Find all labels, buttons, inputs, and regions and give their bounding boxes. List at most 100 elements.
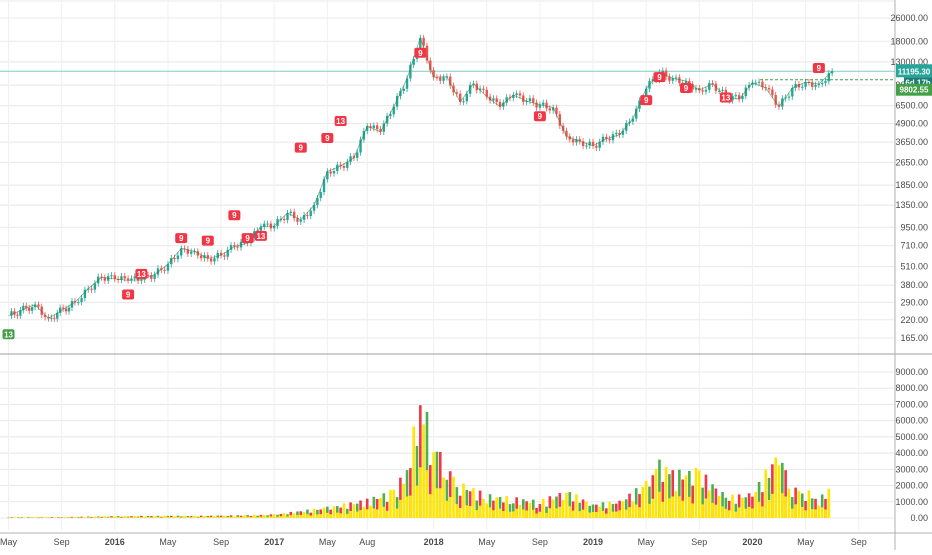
volume-bar-base bbox=[595, 512, 598, 518]
volume-bar-base bbox=[745, 509, 748, 518]
volume-bar-base bbox=[492, 510, 495, 518]
price-tick-label: 3650.00 bbox=[895, 137, 928, 147]
volume-bar bbox=[253, 515, 256, 518]
candle-body bbox=[266, 224, 268, 225]
candle-body bbox=[768, 88, 770, 89]
volume-bar-base bbox=[715, 505, 718, 518]
volume-bar bbox=[585, 502, 588, 518]
volume-bar-base bbox=[499, 509, 502, 518]
volume-bar bbox=[632, 501, 635, 518]
volume-bar-base bbox=[97, 517, 100, 518]
volume-bar bbox=[622, 501, 625, 518]
candle-body bbox=[163, 270, 165, 271]
candle-body bbox=[53, 318, 55, 319]
volume-bar-base bbox=[728, 510, 731, 518]
candle-body bbox=[662, 71, 664, 73]
volume-bar bbox=[698, 470, 701, 518]
volume-bar-base bbox=[150, 517, 153, 518]
candle-body bbox=[515, 93, 517, 95]
time-tick-label: May bbox=[478, 537, 496, 547]
volume-bar bbox=[685, 475, 688, 518]
volume-bar-base bbox=[226, 517, 229, 518]
td-marker-label: 13 bbox=[721, 93, 730, 102]
volume-bar bbox=[764, 470, 767, 518]
volume-bar bbox=[645, 481, 648, 518]
candle-body bbox=[114, 275, 116, 279]
volume-bar-base bbox=[436, 488, 439, 518]
volume-bar bbox=[379, 498, 382, 518]
volume-bar bbox=[223, 516, 226, 518]
volume-bar-base bbox=[87, 517, 90, 518]
volume-bar-base bbox=[246, 517, 249, 518]
volume-tick-label: 6000.00 bbox=[895, 416, 928, 426]
volume-bar-base bbox=[568, 506, 571, 518]
volume-bar bbox=[213, 516, 216, 518]
volume-bar bbox=[163, 516, 166, 518]
time-tick-label: 2019 bbox=[583, 537, 603, 547]
volume-bar-base bbox=[509, 512, 512, 518]
volume-bar-base bbox=[383, 507, 386, 518]
volume-bar bbox=[818, 505, 821, 518]
price-tick-label: 380.00 bbox=[900, 280, 928, 290]
candle-body bbox=[442, 77, 444, 80]
volume-bar bbox=[343, 503, 346, 518]
time-tick-label: May bbox=[319, 537, 337, 547]
time-tick-label: Sep bbox=[532, 537, 548, 547]
volume-bar-base bbox=[416, 486, 419, 518]
volume-bar-base bbox=[306, 514, 309, 518]
volume-bar-base bbox=[612, 512, 615, 518]
candle-body bbox=[545, 103, 547, 109]
volume-tick-label: 8000.00 bbox=[895, 383, 928, 393]
support-label: 9802.55 bbox=[900, 86, 929, 95]
volume-tick-label: 3000.00 bbox=[895, 464, 928, 474]
candle-body bbox=[190, 252, 192, 254]
candle-body bbox=[110, 275, 112, 276]
volume-bar bbox=[708, 490, 711, 518]
candle-body bbox=[80, 298, 82, 302]
volume-bar-base bbox=[419, 467, 422, 518]
volume-bar-base bbox=[396, 509, 399, 518]
candle-body bbox=[200, 256, 202, 259]
volume-bar bbox=[505, 496, 508, 518]
candle-body bbox=[462, 101, 464, 102]
volume-bar bbox=[24, 517, 27, 518]
candle-body bbox=[310, 211, 312, 216]
volume-bar bbox=[263, 515, 266, 518]
volume-bar bbox=[655, 469, 658, 518]
volume-bar-base bbox=[502, 511, 505, 518]
time-tick-label: 2016 bbox=[105, 537, 125, 547]
volume-bar-base bbox=[346, 514, 349, 518]
volume-bar bbox=[183, 516, 186, 518]
candle-body bbox=[735, 95, 737, 96]
volume-bar-base bbox=[479, 506, 482, 518]
volume-bar bbox=[485, 503, 488, 518]
volume-bar-base bbox=[545, 513, 548, 518]
volume-bar-base bbox=[469, 506, 472, 518]
volume-bar-base bbox=[824, 509, 827, 518]
volume-bar-base bbox=[758, 502, 761, 518]
td-marker-label: 9 bbox=[684, 84, 689, 93]
volume-bar-base bbox=[572, 511, 575, 518]
price-tick-label: 4900.00 bbox=[895, 119, 928, 129]
volume-bar bbox=[695, 468, 698, 518]
candle-body bbox=[549, 108, 551, 110]
candle-body bbox=[814, 85, 816, 87]
candle-body bbox=[236, 247, 238, 248]
volume-bar bbox=[133, 516, 136, 518]
volume-bar-base bbox=[90, 517, 93, 518]
volume-bar-base bbox=[781, 493, 784, 518]
volume-bar-base bbox=[319, 514, 322, 518]
td-marker-label: 13 bbox=[137, 270, 146, 279]
volume-bar-base bbox=[260, 517, 263, 518]
volume-bar-base bbox=[578, 511, 581, 518]
volume-bar bbox=[718, 496, 721, 518]
volume-bar-base bbox=[386, 511, 389, 518]
volume-bar bbox=[432, 452, 435, 518]
volume-bar-base bbox=[804, 510, 807, 518]
volume-bar-base bbox=[661, 502, 664, 518]
volume-bar-base bbox=[525, 510, 528, 518]
volume-tick-label: 1000.00 bbox=[895, 497, 928, 507]
volume-bar-base bbox=[701, 504, 704, 518]
volume-bar bbox=[123, 516, 126, 518]
volume-bar bbox=[333, 506, 336, 518]
